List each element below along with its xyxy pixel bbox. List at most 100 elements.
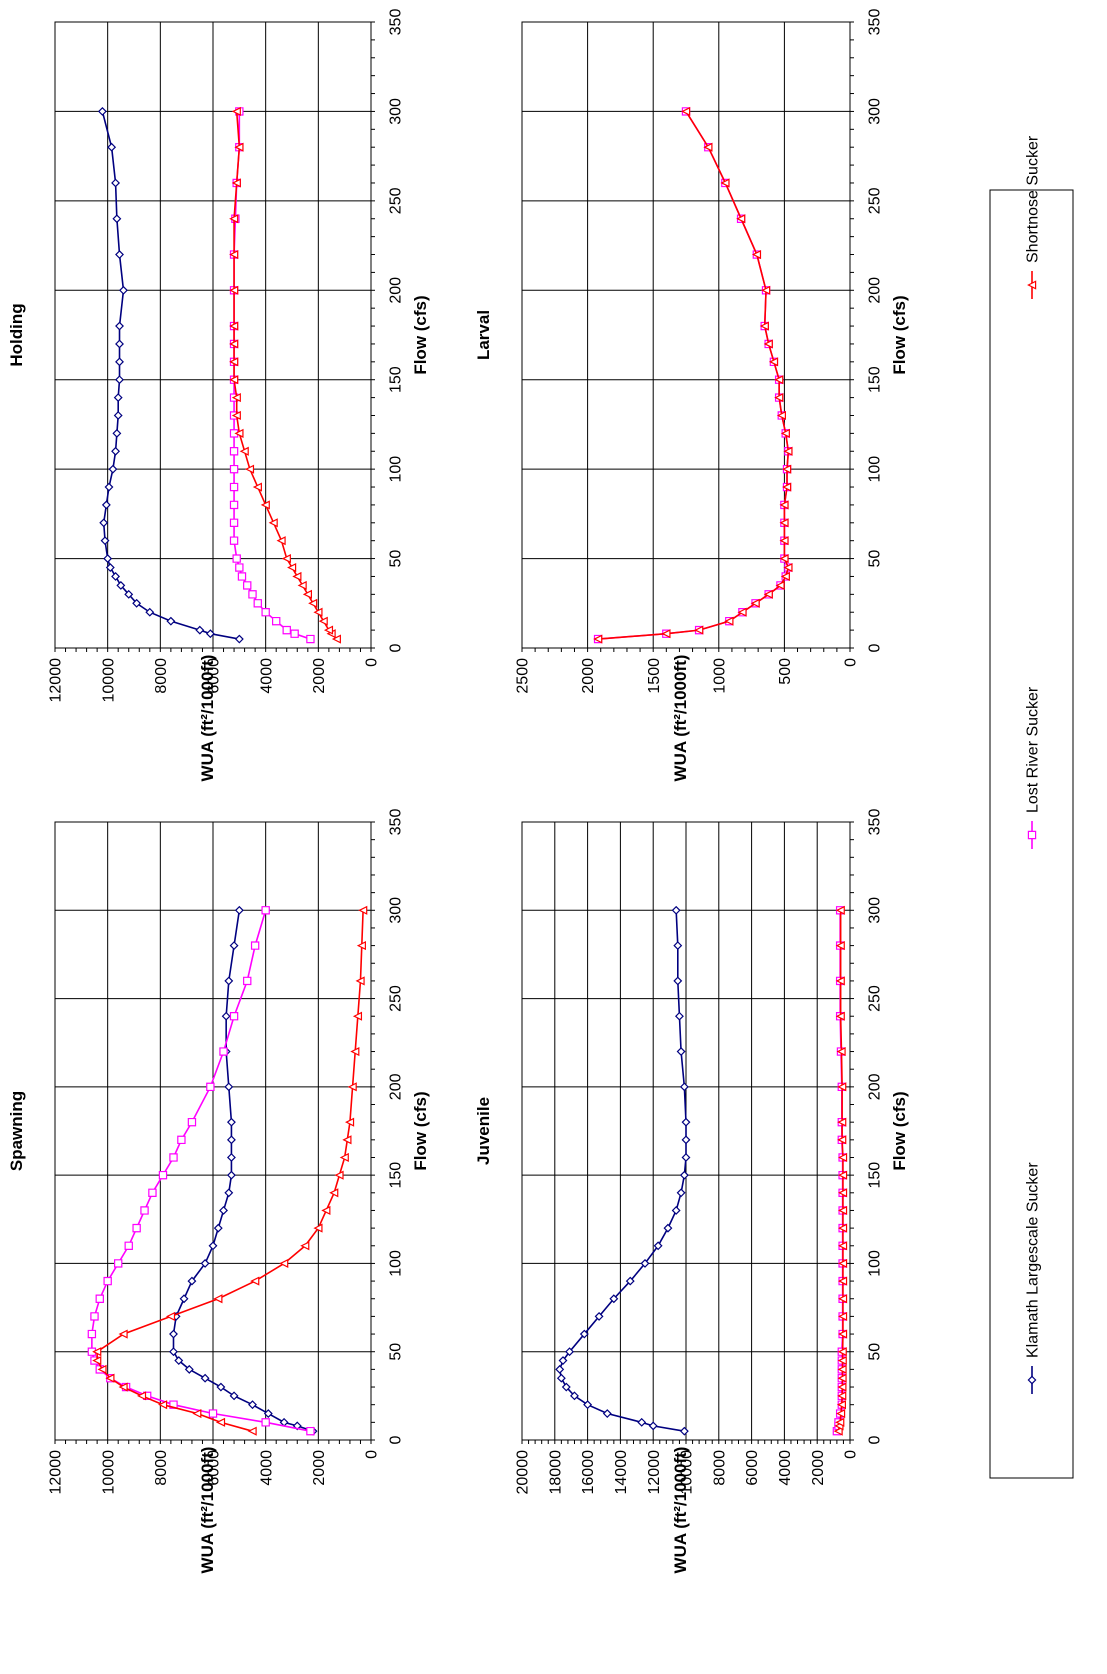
- data-point: [229, 1391, 239, 1401]
- y-axis-label-juvenile: WUA (ft²/1000ft): [671, 1447, 690, 1574]
- data-point: [215, 1417, 226, 1427]
- y-tick-label: 10000: [679, 1450, 696, 1495]
- data-point: [224, 1082, 234, 1092]
- x-tick-label: 250: [867, 985, 884, 1012]
- y-tick-label: 18000: [547, 1450, 564, 1495]
- data-point: [780, 428, 790, 438]
- plot-frame: [521, 21, 851, 649]
- data-point: [132, 1223, 141, 1233]
- data-point: [226, 1170, 236, 1180]
- data-point: [124, 1241, 133, 1250]
- data-point: [833, 1426, 843, 1436]
- data-point: [111, 446, 121, 456]
- series-shortnose-sucker: [593, 106, 793, 644]
- data-point: [329, 1188, 339, 1198]
- data-point: [838, 1258, 848, 1269]
- plot-area-spawning: 0 50 100 150 200 250 300 350 0 2000 4000 6000 8000 10…: [48, 809, 405, 1495]
- y-tick-label: 8000: [153, 1450, 170, 1486]
- data-point: [279, 1258, 289, 1269]
- data-point: [92, 1355, 102, 1366]
- y-tick-label: 0: [843, 658, 860, 667]
- data-point: [837, 1135, 847, 1145]
- data-point: [681, 106, 691, 116]
- data-point: [640, 1258, 650, 1268]
- y-tick-label: 20000: [515, 1450, 532, 1495]
- y-tick-label: 4000: [258, 1450, 275, 1486]
- data-point: [169, 1347, 178, 1357]
- data-point: [252, 482, 262, 492]
- x-tick-label: 300: [867, 98, 884, 125]
- data-point: [776, 410, 786, 421]
- plot-area-holding: 0 50 100 150 200 250 300 350 0 2000 4000 6000 8000 10…: [48, 9, 405, 703]
- data-point: [229, 941, 239, 951]
- data-point: [221, 1011, 231, 1021]
- y-tick-label: 14000: [613, 1450, 630, 1495]
- data-point: [602, 1409, 612, 1418]
- data-point: [768, 357, 779, 367]
- data-point: [229, 1012, 239, 1021]
- plot-area-juvenile: 0 50 100 150 200 250 300 350 0 2000 4000 6000 8000 10…: [515, 809, 884, 1495]
- data-point: [350, 1046, 360, 1057]
- data-point: [838, 1188, 848, 1198]
- data-point: [837, 1382, 847, 1392]
- data-point: [136, 1391, 147, 1401]
- data-point: [239, 446, 249, 456]
- data-point: [835, 1011, 845, 1021]
- data-point: [229, 447, 239, 456]
- data-point: [779, 518, 789, 528]
- data-point: [244, 464, 255, 474]
- series-line: [598, 111, 790, 640]
- data-point: [555, 1364, 565, 1374]
- data-point: [260, 500, 270, 510]
- data-point: [736, 214, 746, 224]
- y-tick-label: 2000: [311, 1450, 328, 1486]
- x-tick-label: 150: [867, 1162, 884, 1189]
- legend-label: Shortnose Sucker: [1025, 135, 1042, 263]
- data-point: [231, 393, 241, 403]
- data-point: [112, 428, 122, 438]
- data-point: [783, 446, 793, 456]
- data-point: [306, 1426, 315, 1436]
- data-point: [115, 357, 124, 367]
- data-point: [835, 1417, 845, 1427]
- data-point: [229, 339, 239, 349]
- data-point: [694, 625, 704, 635]
- x-tick-label: 350: [388, 809, 405, 836]
- x-tick-label: 150: [388, 1162, 405, 1189]
- y-tick-label: 0: [843, 1450, 860, 1459]
- data-point: [261, 1418, 270, 1427]
- chart-holding: 0 50 100 150 200 250 300 350 0 2000 4000 6000 8000 10…: [7, 9, 430, 782]
- data-point: [99, 518, 109, 528]
- data-point: [250, 1276, 260, 1286]
- data-point: [679, 1426, 689, 1436]
- data-point: [779, 500, 789, 510]
- data-point: [836, 1400, 846, 1410]
- y-tick-label: 4000: [258, 658, 275, 694]
- data-point: [782, 482, 792, 492]
- data-point: [837, 1082, 847, 1092]
- y-axis-label-holding: WUA (ft²/1000ft): [198, 655, 217, 782]
- x-tick-label: 150: [867, 366, 884, 393]
- data-point: [782, 464, 792, 474]
- data-point: [674, 1011, 684, 1021]
- data-point: [835, 941, 845, 951]
- data-point: [87, 1329, 97, 1339]
- data-point: [323, 625, 334, 635]
- data-point: [229, 321, 239, 331]
- data-point: [107, 142, 117, 152]
- data-point: [306, 634, 315, 644]
- data-point: [226, 1117, 236, 1127]
- data-point: [763, 589, 773, 599]
- data-point: [100, 536, 110, 546]
- data-point: [231, 106, 241, 116]
- data-point: [169, 1329, 178, 1339]
- data-point: [179, 1294, 189, 1304]
- data-point: [318, 616, 328, 626]
- data-point: [103, 1276, 112, 1286]
- data-point: [673, 941, 683, 951]
- data-point: [783, 562, 793, 573]
- data-point: [681, 1117, 691, 1127]
- data-point: [166, 616, 176, 626]
- data-point: [140, 1206, 149, 1215]
- data-point: [145, 607, 155, 617]
